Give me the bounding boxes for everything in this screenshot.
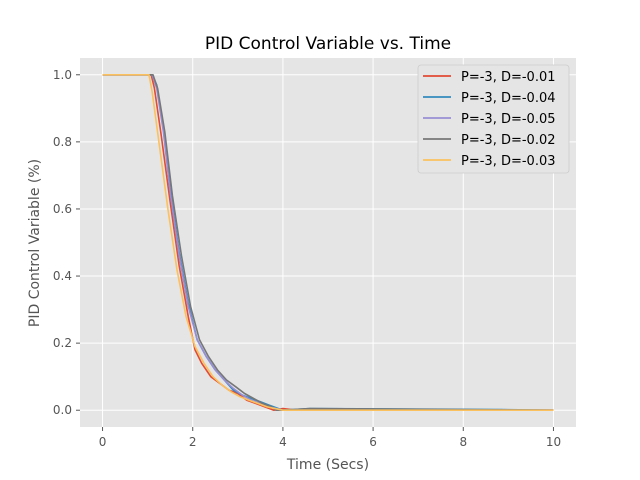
legend-label-5: P=-3, D=-0.03 [461, 154, 556, 169]
y-tick-label: 1.0 [53, 68, 72, 82]
y-tick-label: 0.0 [53, 403, 72, 417]
series-line-4 [102, 74, 554, 412]
y-tick-label: 0.2 [53, 336, 72, 350]
chart-title: PID Control Variable vs. Time [205, 34, 451, 54]
x-tick-label: 0 [99, 435, 107, 449]
series-line-3 [102, 74, 554, 412]
legend-label-1: P=-3, D=-0.01 [461, 70, 556, 85]
x-axis-label: Time (Secs) [286, 457, 369, 473]
legend-label-3: P=-3, D=-0.05 [461, 112, 556, 127]
y-tick-label: 0.6 [53, 202, 72, 216]
x-tick-label: 2 [189, 435, 197, 449]
x-axis-ticks: 0 2 4 6 8 10 [99, 427, 561, 449]
legend-box [417, 64, 570, 174]
x-tick-label: 4 [279, 435, 287, 449]
x-tick-label: 6 [369, 435, 377, 449]
y-tick-label: 0.4 [53, 269, 72, 283]
x-tick-label: 8 [459, 435, 467, 449]
x-tick-label: 10 [546, 435, 561, 449]
legend-label-2: P=-3, D=-0.04 [461, 91, 556, 106]
y-axis-ticks: 0.0 0.2 0.4 0.6 0.8 1.0 [53, 68, 80, 417]
series-layer [102, 74, 554, 412]
y-tick-label: 0.8 [53, 135, 72, 149]
legend-label-4: P=-3, D=-0.02 [461, 133, 556, 148]
legend: P=-3, D=-0.01 P=-3, D=-0.04 P=-3, D=-0.05 P… [417, 64, 570, 174]
series-line-5 [102, 74, 554, 412]
y-axis-label: PID Control Variable (%) [27, 159, 43, 327]
